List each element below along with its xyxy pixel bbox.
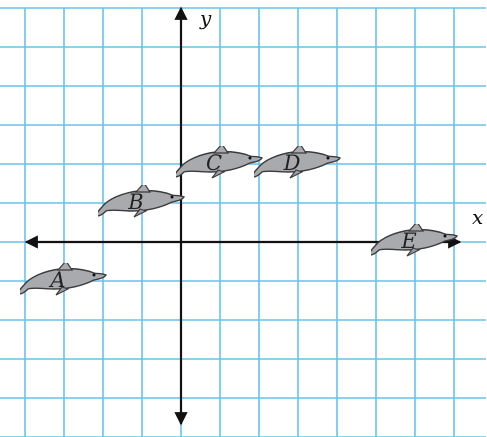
y-axis-label: y <box>199 6 212 30</box>
dolphin-c: C <box>176 146 263 179</box>
dolphin-label: A <box>48 268 65 292</box>
dolphin-label: B <box>127 190 143 214</box>
dolphin-e: E <box>371 224 458 257</box>
dolphin-label: E <box>400 229 416 253</box>
dolphin-b: B <box>98 185 185 218</box>
dolphin-d: D <box>254 146 341 179</box>
grid-lines <box>0 7 486 437</box>
dolphin-label: C <box>206 151 222 175</box>
dolphins-layer: A B C D E <box>20 146 458 296</box>
dolphin-a: A <box>20 263 107 296</box>
x-axis-label: x <box>472 205 483 229</box>
dolphin-label: D <box>283 151 301 175</box>
